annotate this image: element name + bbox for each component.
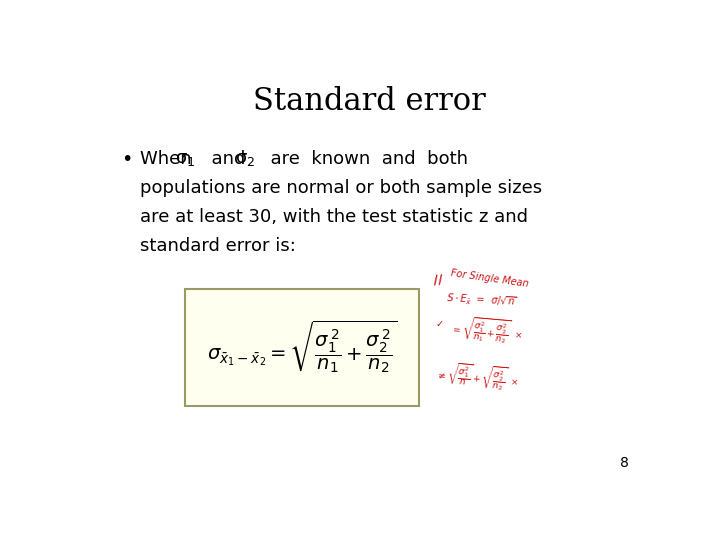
Text: •: • bbox=[121, 150, 132, 169]
Text: are at least 30, with the test statistic z and: are at least 30, with the test statistic… bbox=[140, 208, 528, 226]
Text: $\mathsf{\sigma_1}$: $\mathsf{\sigma_1}$ bbox=[176, 150, 196, 168]
Text: $\sigma_{\bar{x}_1 - \bar{x}_2} = \sqrt{\dfrac{\sigma_1^{\,2}}{n_1} + \dfrac{\si: $\sigma_{\bar{x}_1 - \bar{x}_2} = \sqrt{… bbox=[207, 319, 397, 376]
Text: $\neq \sqrt{\dfrac{\sigma_1^2}{n}} + \sqrt{\dfrac{\sigma_2^2}{n_2}}$  $\times$: $\neq \sqrt{\dfrac{\sigma_1^2}{n}} + \sq… bbox=[435, 360, 521, 395]
Text: $S \cdot E_{\bar{x}}$  =  $\sigma / \sqrt{n}$: $S \cdot E_{\bar{x}}$ = $\sigma / \sqrt{… bbox=[446, 292, 517, 309]
Text: are  known  and  both: are known and both bbox=[258, 150, 467, 168]
Text: When: When bbox=[140, 150, 197, 168]
Text: populations are normal or both sample sizes: populations are normal or both sample si… bbox=[140, 179, 542, 197]
Text: standard error is:: standard error is: bbox=[140, 238, 296, 255]
Text: $= \sqrt{\dfrac{\sigma_1^2}{n_1} + \dfrac{\sigma_2^2}{n_2}}$  $\times$: $= \sqrt{\dfrac{\sigma_1^2}{n_1} + \dfra… bbox=[450, 314, 523, 348]
Text: For Single Mean: For Single Mean bbox=[450, 268, 529, 289]
Text: //: // bbox=[433, 273, 444, 286]
Text: and: and bbox=[200, 150, 251, 168]
Text: $\mathsf{\sigma_2}$: $\mathsf{\sigma_2}$ bbox=[235, 150, 256, 168]
FancyBboxPatch shape bbox=[185, 289, 419, 406]
Text: $\checkmark$: $\checkmark$ bbox=[435, 319, 444, 328]
Text: 8: 8 bbox=[620, 456, 629, 470]
Text: Standard error: Standard error bbox=[253, 85, 485, 117]
